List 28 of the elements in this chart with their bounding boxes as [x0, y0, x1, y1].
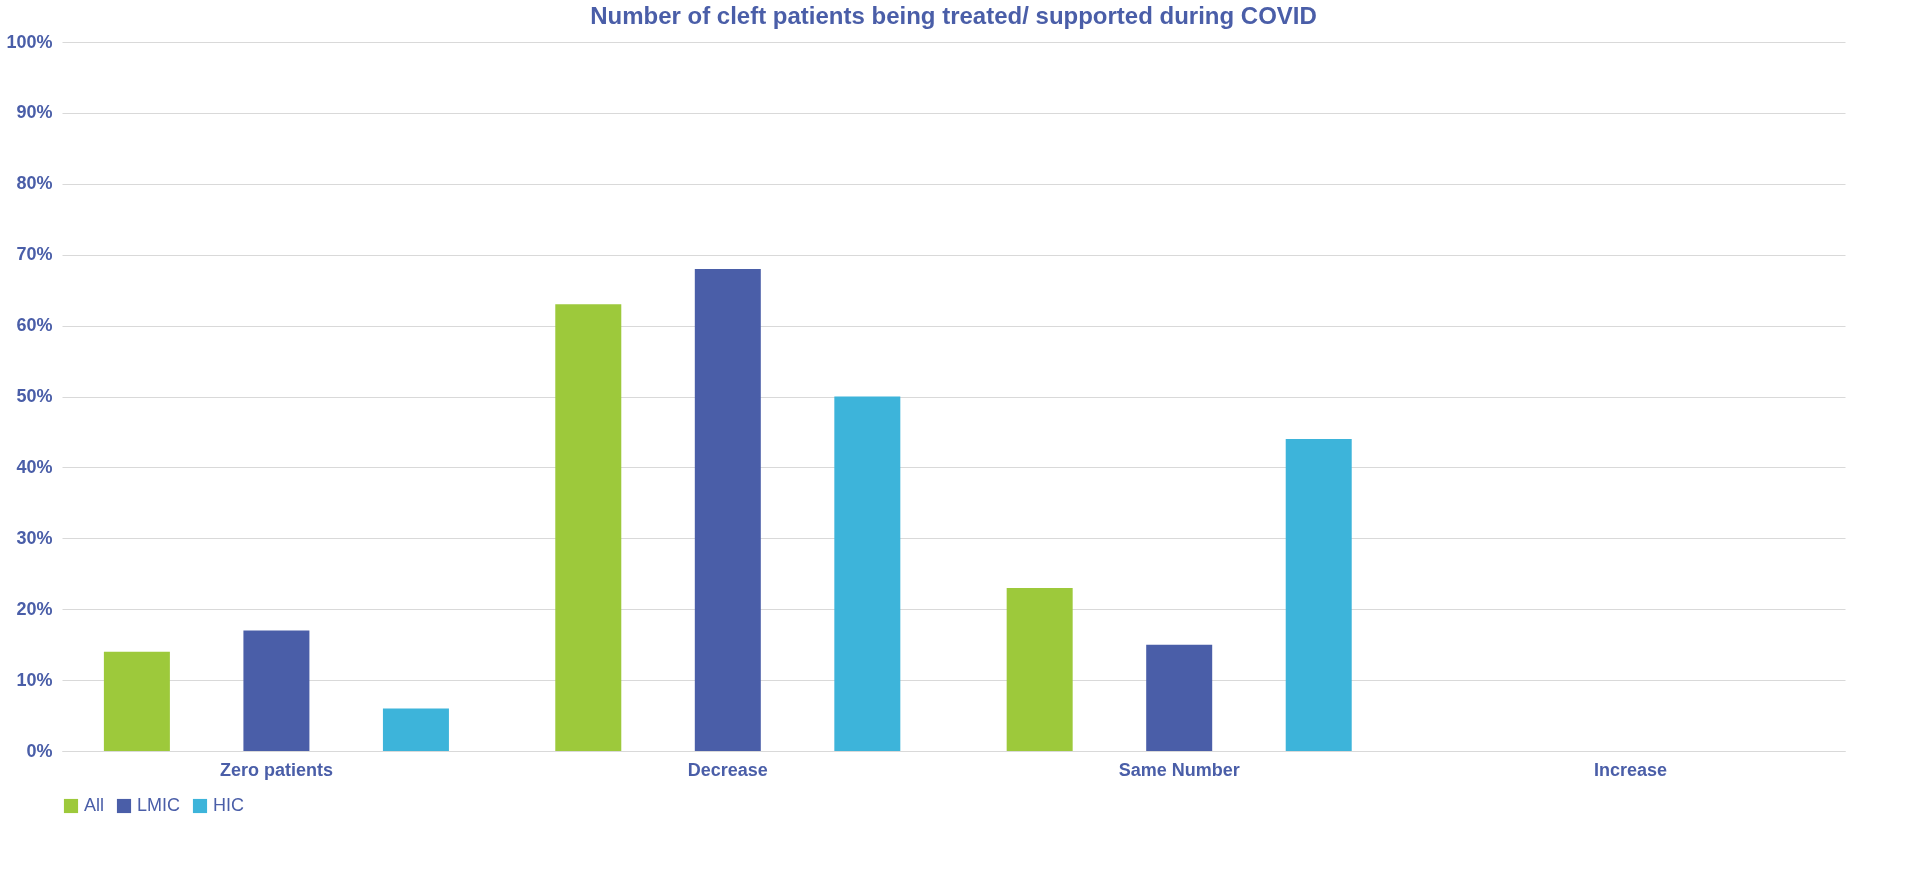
x-tick-label: Increase [1594, 759, 1668, 780]
y-tick-label: 100% [6, 31, 53, 52]
chart-title: Number of cleft patients being treated/ supported during COVID [590, 2, 1317, 29]
bar [103, 651, 170, 751]
bar [555, 304, 622, 751]
y-tick-label: 60% [16, 315, 53, 336]
legend-label: LMIC [137, 795, 181, 815]
y-tick-label: 30% [16, 527, 53, 548]
y-tick-label: 0% [26, 740, 53, 761]
bar [694, 268, 761, 751]
x-tick-label: Zero patients [219, 759, 333, 780]
y-tick-label: 70% [16, 244, 53, 265]
y-tick-label: 90% [16, 102, 53, 123]
legend-label: HIC [213, 795, 244, 815]
legend-label: All [84, 795, 105, 815]
bar [382, 708, 449, 751]
y-tick-label: 10% [16, 669, 53, 690]
x-tick-label: Decrease [687, 759, 768, 780]
bar [1285, 439, 1352, 751]
y-tick-label: 40% [16, 456, 53, 477]
bar [243, 630, 310, 751]
y-tick-label: 50% [16, 386, 53, 406]
bar [1146, 644, 1213, 751]
y-tick-label: 80% [16, 173, 53, 194]
x-tick-label: Same Number [1118, 759, 1240, 780]
bar [834, 396, 901, 751]
bar [1006, 587, 1073, 751]
y-tick-label: 20% [16, 598, 53, 619]
